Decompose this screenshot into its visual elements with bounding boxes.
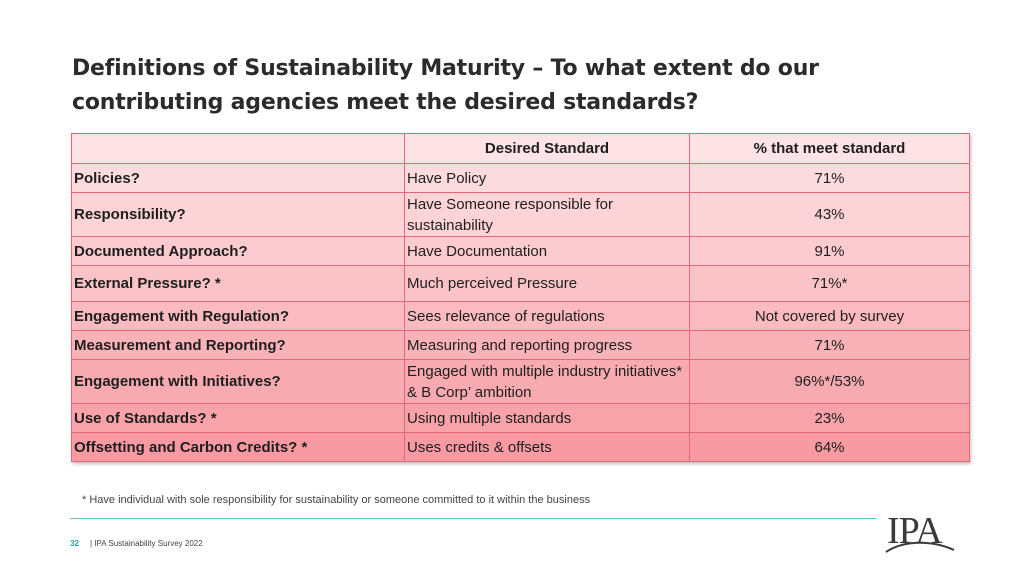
row-percent: Not covered by survey bbox=[689, 301, 970, 331]
survey-label: | IPA Sustainability Survey 2022 bbox=[90, 539, 203, 548]
row-question: Engagement with Regulation? bbox=[71, 301, 405, 331]
column-header-question bbox=[71, 133, 405, 164]
row-standard: Sees relevance of regulations bbox=[404, 301, 690, 331]
row-percent: 71% bbox=[689, 330, 970, 360]
row-question: Policies? bbox=[71, 163, 405, 193]
row-question: Engagement with Initiatives? bbox=[71, 359, 405, 404]
row-standard: Uses credits & offsets bbox=[404, 432, 690, 462]
row-question: Use of Standards? * bbox=[71, 403, 405, 433]
page-title-line-1: Definitions of Sustainability Maturity –… bbox=[72, 56, 819, 81]
table-row: Use of Standards? * Using multiple stand… bbox=[71, 403, 970, 433]
table-row: Measurement and Reporting? Measuring and… bbox=[71, 330, 970, 360]
row-percent: 91% bbox=[689, 236, 970, 266]
logo-swoosh-icon bbox=[885, 541, 955, 553]
row-percent: 23% bbox=[689, 403, 970, 433]
row-percent: 64% bbox=[689, 432, 970, 462]
row-standard: Have Documentation bbox=[404, 236, 690, 266]
row-standard: Engaged with multiple industry initiativ… bbox=[404, 359, 690, 404]
table-row: Engagement with Initiatives? Engaged wit… bbox=[71, 359, 970, 404]
row-percent: 71%* bbox=[689, 265, 970, 302]
row-standard: Using multiple standards bbox=[404, 403, 690, 433]
table-row: Responsibility? Have Someone responsible… bbox=[71, 192, 970, 237]
footer-divider bbox=[70, 518, 876, 519]
row-standard: Have Policy bbox=[404, 163, 690, 193]
row-question: External Pressure? * bbox=[71, 265, 405, 302]
row-percent: 43% bbox=[689, 192, 970, 237]
row-percent: 71% bbox=[689, 163, 970, 193]
page-title: Definitions of Sustainability Maturity –… bbox=[72, 52, 952, 120]
table-row: Documented Approach? Have Documentation … bbox=[71, 236, 970, 266]
page-title-line-2: contributing agencies meet the desired s… bbox=[72, 90, 699, 115]
table-row: Offsetting and Carbon Credits? * Uses cr… bbox=[71, 432, 970, 462]
row-standard: Measuring and reporting progress bbox=[404, 330, 690, 360]
table-row: Policies? Have Policy 71% bbox=[71, 163, 970, 193]
standards-table: Desired Standard % that meet standard Po… bbox=[71, 133, 970, 462]
table-row: Engagement with Regulation? Sees relevan… bbox=[71, 301, 970, 331]
row-standard: Have Someone responsible for sustainabil… bbox=[404, 192, 690, 237]
row-question: Documented Approach? bbox=[71, 236, 405, 266]
footnote: * Have individual with sole responsibili… bbox=[82, 494, 591, 506]
column-header-desired-standard: Desired Standard bbox=[404, 133, 690, 164]
row-standard: Much perceived Pressure bbox=[404, 265, 690, 302]
table-header-row: Desired Standard % that meet standard bbox=[71, 133, 970, 164]
row-question: Offsetting and Carbon Credits? * bbox=[71, 432, 405, 462]
table-row: External Pressure? * Much perceived Pres… bbox=[71, 265, 970, 302]
row-percent: 96%*/53% bbox=[689, 359, 970, 404]
row-question: Measurement and Reporting? bbox=[71, 330, 405, 360]
column-header-percent: % that meet standard bbox=[689, 133, 970, 164]
page-number: 32 bbox=[70, 539, 79, 548]
row-question: Responsibility? bbox=[71, 192, 405, 237]
